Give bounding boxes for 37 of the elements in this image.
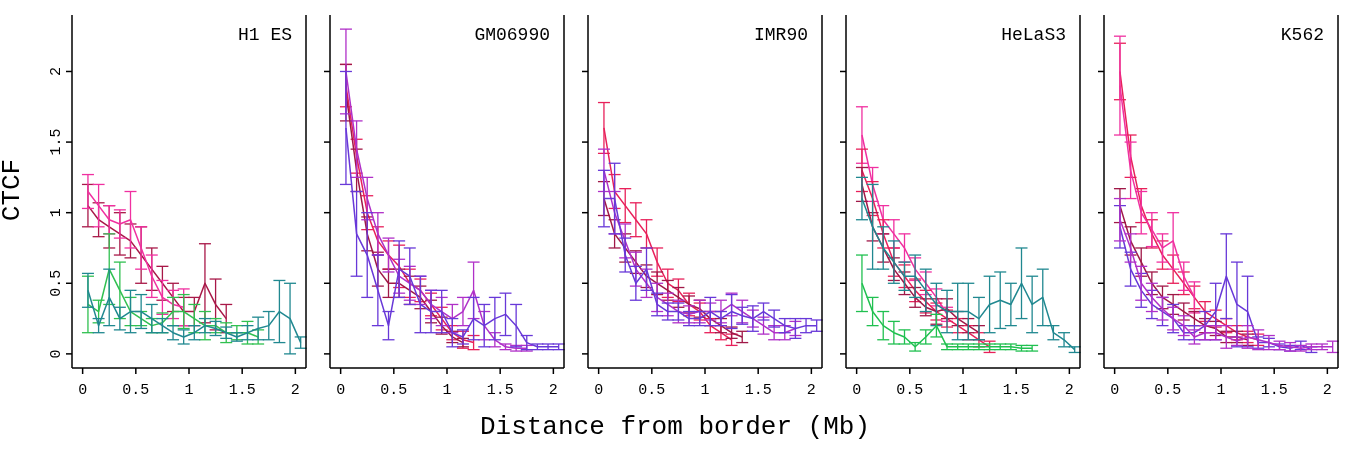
x-tick-label: 1 bbox=[1216, 382, 1226, 399]
text: K562 bbox=[1279, 25, 1324, 45]
x-tick-label: 1 bbox=[700, 382, 710, 399]
x-tick-label: 0.5 bbox=[380, 382, 408, 399]
x-tick-label: 0.5 bbox=[122, 382, 150, 399]
x-tick-label: 2 bbox=[548, 382, 558, 399]
x-tick-label: 0 bbox=[1110, 382, 1120, 399]
x-tick-label: 1 bbox=[442, 382, 452, 399]
x-tick-label: 0.5 bbox=[896, 382, 924, 399]
x-tick-label: 1 bbox=[958, 382, 968, 399]
x-axis-title: Distance from border (Mb) bbox=[478, 412, 872, 442]
y-tick-label: 0.5 bbox=[48, 269, 65, 297]
y-tick-label: 2 bbox=[48, 66, 65, 76]
x-tick-label: 2 bbox=[1064, 382, 1074, 399]
y-tick-label: 1.5 bbox=[48, 128, 65, 156]
x-tick-label: 0 bbox=[852, 382, 862, 399]
x-tick-label: 0 bbox=[594, 382, 604, 399]
x-tick-label: 0.5 bbox=[1154, 382, 1182, 399]
x-tick-label: 1.5 bbox=[1002, 382, 1030, 399]
text: IMR90 bbox=[753, 25, 808, 45]
text: H1 ES bbox=[237, 25, 292, 45]
y-axis-title: CTCF bbox=[0, 157, 27, 224]
x-tick-label: 0.5 bbox=[638, 382, 666, 399]
x-tick-label: 1.5 bbox=[744, 382, 772, 399]
y-tick-label: 0 bbox=[48, 349, 65, 359]
x-tick-label: 1.5 bbox=[1260, 382, 1288, 399]
text: HeLaS3 bbox=[1000, 25, 1066, 45]
x-tick-label: 2 bbox=[806, 382, 816, 399]
y-tick-label: 1 bbox=[48, 208, 65, 218]
x-tick-label: 1 bbox=[184, 382, 194, 399]
x-tick-label: 1.5 bbox=[486, 382, 514, 399]
x-tick-label: 1.5 bbox=[228, 382, 256, 399]
text: GM06990 bbox=[473, 25, 550, 45]
x-tick-label: 2 bbox=[1322, 382, 1332, 399]
x-tick-label: 0 bbox=[336, 382, 346, 399]
x-tick-label: 2 bbox=[290, 382, 300, 399]
x-tick-label: 0 bbox=[78, 382, 88, 399]
